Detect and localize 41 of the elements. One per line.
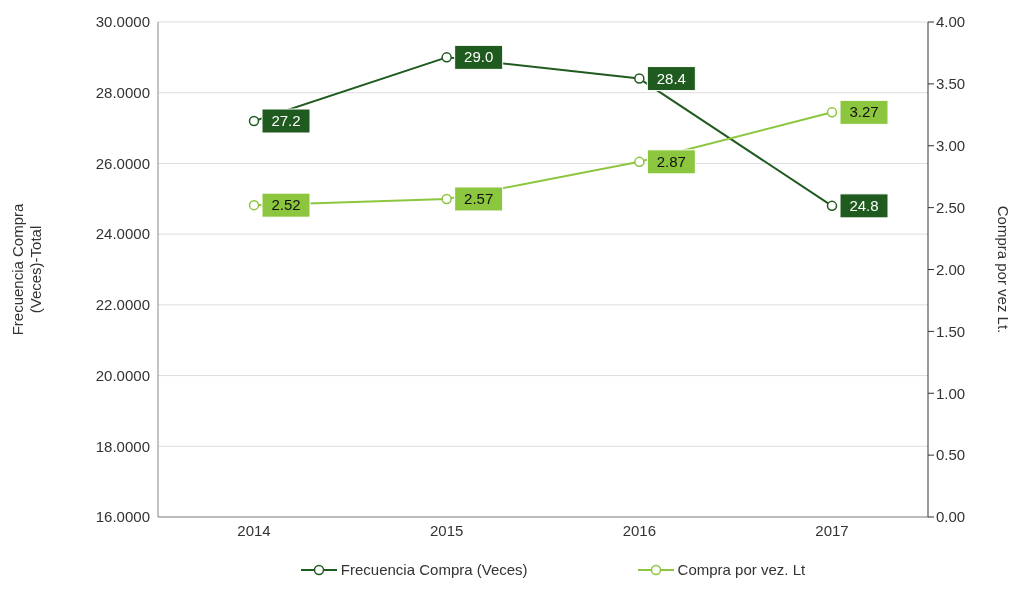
data-label: 24.8 <box>849 196 879 214</box>
x-tick-label: 2015 <box>429 521 464 539</box>
point <box>248 199 260 211</box>
data-label: 2.87 <box>656 152 686 170</box>
y-tick-label: 24.0000 <box>95 225 150 243</box>
x-tick-label: 2017 <box>815 521 849 539</box>
y2-tick-label: 2.00 <box>936 260 966 278</box>
y2-tick-label: 3.00 <box>936 137 966 155</box>
point <box>634 73 645 84</box>
x-tick-label: 2014 <box>237 521 271 539</box>
y2-tick-label: 2.50 <box>936 198 966 216</box>
legend-label: Frecuencia Compra (Veces) <box>340 561 528 578</box>
point <box>248 115 260 127</box>
point <box>441 52 452 63</box>
y2-axis-title: Compra por vez Lt. <box>995 205 1012 334</box>
y-tick-label: 16.0000 <box>95 508 150 526</box>
data-label: 29.0 <box>464 48 494 66</box>
data-label: 3.27 <box>849 103 879 121</box>
y-axis-title: Frecuencia Compra (Veces)-Total <box>9 202 44 336</box>
point <box>634 156 645 168</box>
point <box>826 107 838 118</box>
point <box>826 200 838 212</box>
data-label: 28.4 <box>656 69 686 87</box>
y-tick-label: 28.0000 <box>95 84 150 102</box>
data-label: 2.52 <box>271 196 301 214</box>
data-label: 2.57 <box>464 189 494 207</box>
point <box>441 193 452 205</box>
y-tick-label: 26.0000 <box>95 154 150 172</box>
y2-tick-label: 3.50 <box>936 75 966 93</box>
data-label: 27.2 <box>271 112 301 129</box>
y2-tick-label: 0.00 <box>936 508 966 526</box>
y-tick-label: 20.0000 <box>95 366 150 384</box>
y2-tick-label: 4.00 <box>936 13 966 31</box>
x-tick-label: 2016 <box>622 521 657 539</box>
y2-tick-label: 1.00 <box>936 384 966 402</box>
y-tick-label: 18.0000 <box>95 437 150 455</box>
y-tick-label: 22.0000 <box>95 296 150 314</box>
legend-label: Compra por vez. Lt <box>677 561 806 578</box>
y2-tick-label: 1.50 <box>936 322 966 340</box>
y2-tick-label: 0.50 <box>936 446 966 464</box>
y-tick-label: 30.0000 <box>95 13 150 31</box>
